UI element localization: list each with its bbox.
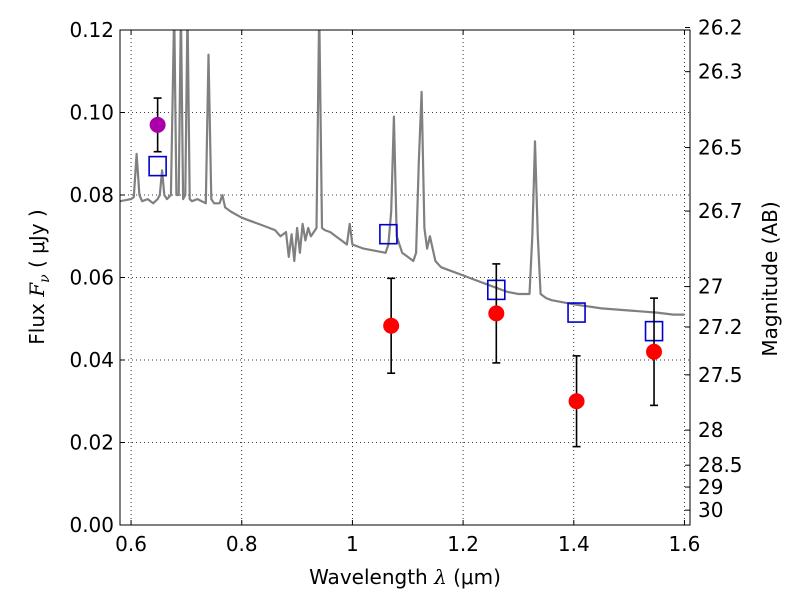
axis-ticks: 0.6 0.8 1 1.2 1.4 1.6 0.00 0.02 0.04 0.06 0.08 0.10… [69,16,742,556]
plot-area [120,30,685,448]
y-tick-label: 0.08 [69,183,114,207]
y-tick-label: 0.06 [69,266,114,290]
model-photometry-square [379,223,398,245]
observed-flux-point [488,305,505,322]
y2-tick-label: 26.2 [698,16,743,40]
grid [120,30,690,525]
y-tick-label: 0.00 [69,513,114,537]
y-tick-label: 0.12 [69,18,114,42]
x-tick-label: 1.6 [669,532,701,556]
model-photometry-square [567,302,586,323]
x-tick-label: 0.6 [115,532,147,556]
y2-tick-label: 30 [698,498,723,522]
observed-flux-point [646,343,663,360]
y2-tick-label: 26.3 [698,60,743,84]
x-tick-label: 1.2 [447,532,479,556]
y2-tick-label: 29 [698,475,723,499]
y2-tick-label: 27.5 [698,363,743,387]
observed-flux-point [568,393,585,410]
y2-tick-label: 28.5 [698,453,743,477]
observed-flux-point [149,116,166,133]
y2-axis-title: Magnitude (AB) [758,201,782,356]
x-axis-title: Wavelength λ (μm) [309,565,501,589]
y2-tick-label: 27.2 [698,315,743,339]
x-tick-label: 0.8 [226,532,258,556]
observed-flux-point [383,317,400,334]
y-tick-label: 0.04 [69,348,114,372]
model-photometry-square [148,155,167,177]
y2-tick-label: 26.7 [698,199,743,223]
y2-tick-label: 27 [698,275,723,299]
spectrum-line [120,30,685,316]
x-tick-label: 1 [346,532,359,556]
y-axis-title: Flux Fν ( μJy ) [25,209,53,344]
y2-tick-label: 28 [698,418,723,442]
y2-tick-label: 26.5 [698,136,743,160]
y-tick-label: 0.10 [69,101,114,125]
y-tick-label: 0.02 [69,431,114,455]
x-tick-label: 1.4 [558,532,590,556]
